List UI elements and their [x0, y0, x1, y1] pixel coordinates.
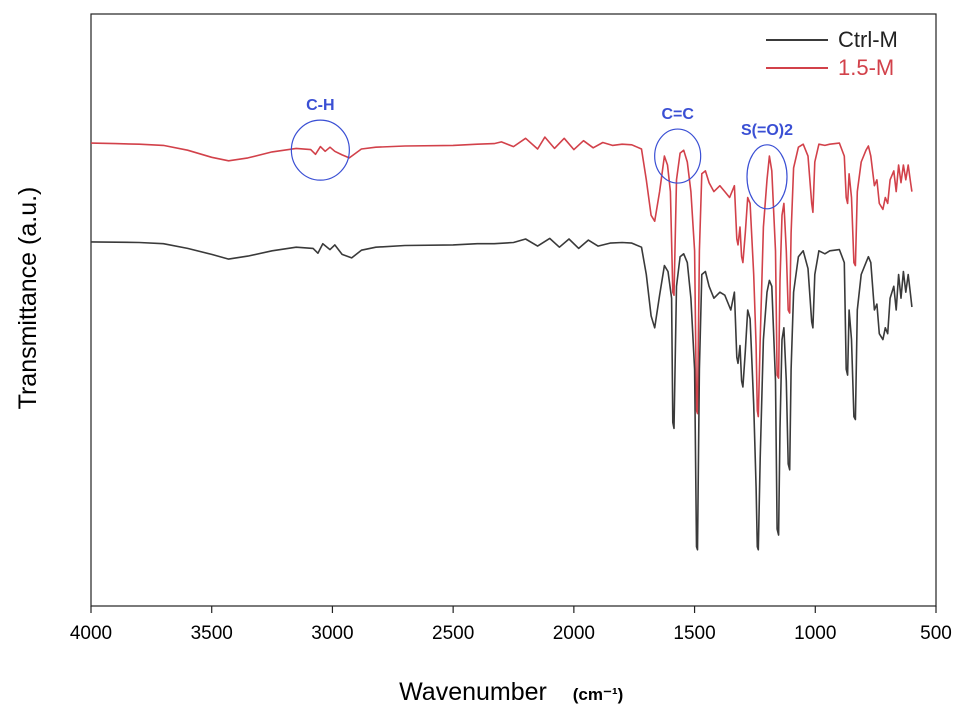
x-tick-label: 4000	[70, 623, 112, 644]
x-tick-label: 2000	[553, 623, 595, 644]
annotation-label: S(=O)2	[741, 122, 793, 139]
series-line-1-5-m	[90, 136, 913, 418]
annotation-circle	[746, 144, 788, 210]
annotation-circle	[290, 119, 350, 181]
annotation-label: C=C	[661, 106, 694, 123]
x-axis-unit: (cm⁻¹)	[573, 685, 624, 704]
legend: Ctrl-M 1.5-M	[766, 27, 898, 80]
x-tick-label: 500	[920, 623, 952, 644]
x-tick-label: 3500	[191, 623, 233, 644]
annotations-layer: C-H C=C S(=O)2	[290, 97, 793, 210]
x-tick-label: 3000	[311, 623, 353, 644]
annotation-label: C-H	[306, 97, 334, 114]
x-axis-label: Wavenumber	[399, 678, 547, 706]
x-tick-label: 1000	[794, 623, 836, 644]
plot-frame	[90, 13, 937, 607]
x-tick-label: 2500	[432, 623, 474, 644]
legend-label: 1.5-M	[838, 55, 894, 80]
annotation-circle	[654, 128, 702, 184]
y-axis-label: Transmittance (a.u.)	[14, 187, 42, 410]
series-line-ctrl-m	[90, 237, 913, 551]
legend-label: Ctrl-M	[838, 27, 898, 52]
x-tick-label: 1500	[673, 623, 715, 644]
series-layer	[90, 136, 913, 551]
x-axis-ticks: 4000 3500 3000 2500 2000 1500 1000 500	[70, 606, 952, 644]
